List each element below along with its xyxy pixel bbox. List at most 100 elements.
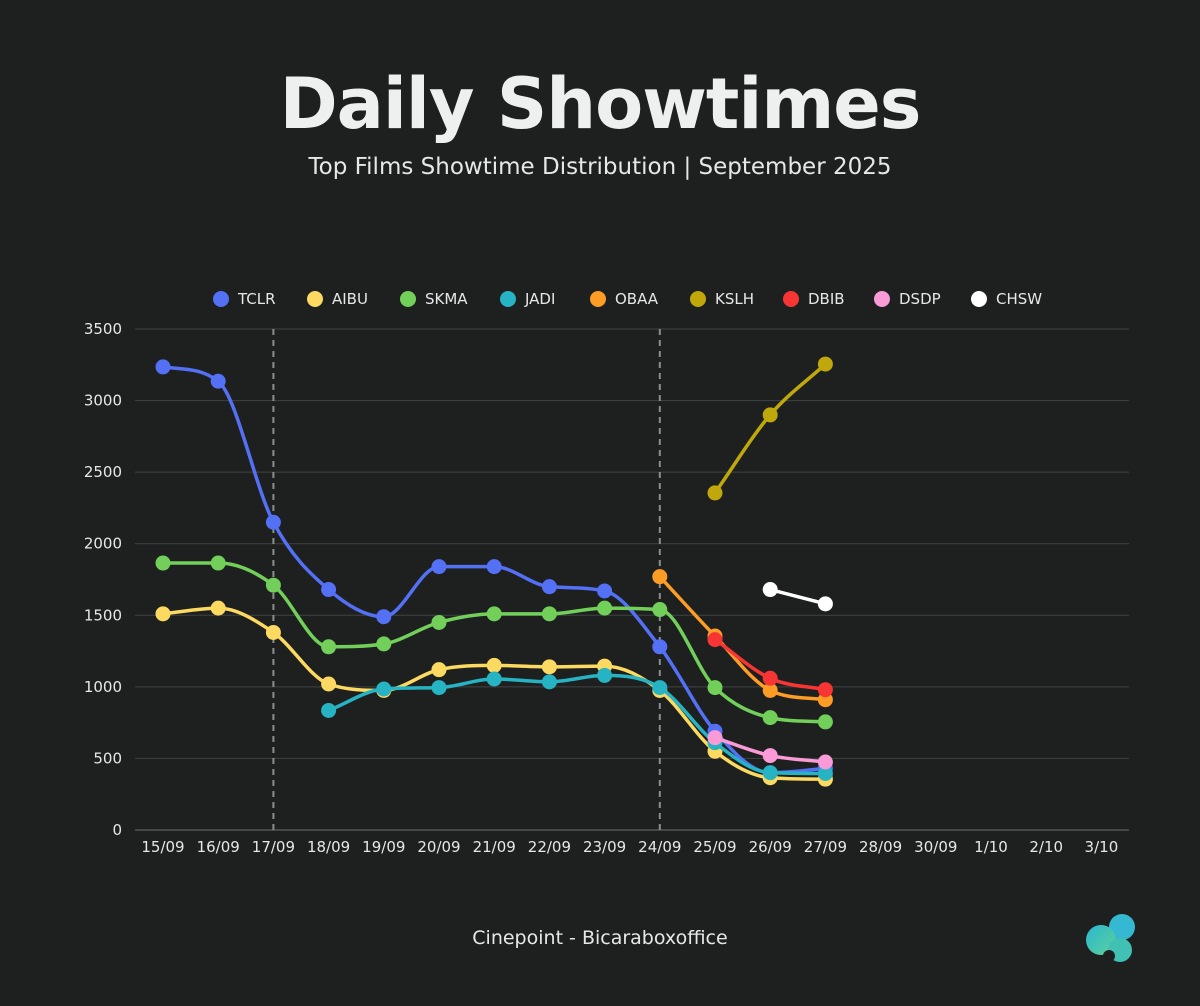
legend-label: AIBU xyxy=(332,290,368,308)
data-point-aibu xyxy=(431,662,447,678)
legend-item-obaa: OBAA xyxy=(590,287,658,311)
x-tick-label: 2/10 xyxy=(1029,838,1063,856)
legend-item-dsdp: DSDP xyxy=(874,287,941,311)
data-point-jadi xyxy=(817,765,833,781)
data-point-skma xyxy=(155,555,171,571)
data-point-aibu xyxy=(155,606,171,622)
data-point-jadi xyxy=(376,681,392,697)
series-line-skma xyxy=(161,561,828,724)
data-point-tclr xyxy=(652,639,668,655)
legend-item-jadi: JADI xyxy=(500,287,555,311)
y-tick-label: 3500 xyxy=(84,320,122,338)
y-tick-label: 500 xyxy=(93,749,122,767)
legend-swatch xyxy=(971,291,987,307)
data-point-skma xyxy=(707,680,723,696)
legend-label: SKMA xyxy=(425,290,468,308)
y-tick-label: 2000 xyxy=(84,535,122,553)
data-point-obaa xyxy=(762,682,778,698)
data-point-tclr xyxy=(486,559,502,575)
legend-label: OBAA xyxy=(615,290,659,308)
data-point-jadi xyxy=(321,702,337,718)
legend-item-kslh: KSLH xyxy=(690,287,754,311)
legend-swatch xyxy=(874,291,890,307)
data-point-tclr xyxy=(210,373,226,389)
data-point-tclr xyxy=(265,514,281,530)
chart-subtitle: Top Films Showtime Distribution | Septem… xyxy=(308,154,892,180)
data-point-skma xyxy=(376,636,392,652)
chart-title: Daily Showtimes xyxy=(279,63,922,145)
data-point-skma xyxy=(486,606,502,622)
x-tick-label: 23/09 xyxy=(583,838,626,856)
legend-label: DBIB xyxy=(808,290,845,308)
data-point-skma xyxy=(265,577,281,593)
line-chart: 0 500 1000 1500 2000 2500 3000 3500 15/09 16/09 17… xyxy=(84,320,1129,856)
data-point-jadi xyxy=(431,680,447,696)
data-point-aibu xyxy=(321,676,337,692)
data-point-skma xyxy=(762,710,778,726)
legend-label: TCLR xyxy=(238,290,276,308)
data-point-skma xyxy=(597,600,613,616)
y-tick-label: 1000 xyxy=(84,678,122,696)
data-point-skma xyxy=(210,555,226,571)
legend-swatch xyxy=(307,291,323,307)
x-tick-label: 22/09 xyxy=(528,838,571,856)
chart-legend: TCLR AIBU SKMA JADI OBAA KSLH DBIB DSDP CHSW xyxy=(0,287,1200,311)
data-point-tclr xyxy=(321,582,337,598)
y-tick-label: 2500 xyxy=(84,463,122,481)
legend-swatch xyxy=(783,291,799,307)
legend-item-tclr: TCLR xyxy=(213,287,276,311)
data-point-dbib xyxy=(817,682,833,698)
legend-item-chsw: CHSW xyxy=(971,287,1042,311)
x-tick-label: 19/09 xyxy=(362,838,405,856)
data-point-tclr xyxy=(376,609,392,625)
data-point-skma xyxy=(541,606,557,622)
data-point-dsdp xyxy=(817,754,833,770)
x-tick-label: 28/09 xyxy=(859,838,902,856)
y-tick-label: 1500 xyxy=(84,606,122,624)
legend-swatch xyxy=(400,291,416,307)
data-point-aibu xyxy=(210,600,226,616)
data-point-jadi xyxy=(652,680,668,696)
data-point-dsdp xyxy=(762,748,778,764)
data-point-tclr xyxy=(597,583,613,599)
x-tick-label: 15/09 xyxy=(141,838,184,856)
series-line-obaa xyxy=(658,574,828,702)
data-point-kslh xyxy=(707,485,723,501)
series-line-chsw xyxy=(768,587,828,606)
legend-label: DSDP xyxy=(899,290,941,308)
cloud-logo-icon xyxy=(1086,914,1135,962)
legend-label: JADI xyxy=(525,290,556,308)
data-point-dbib xyxy=(762,670,778,686)
data-point-dsdp xyxy=(707,730,723,746)
data-point-aibu xyxy=(541,659,557,675)
x-tick-label: 25/09 xyxy=(693,838,736,856)
x-tick-label: 30/09 xyxy=(914,838,957,856)
data-point-skma xyxy=(321,639,337,655)
x-tick-label: 1/10 xyxy=(974,838,1008,856)
y-tick-label: 3000 xyxy=(84,392,122,410)
series-line-kslh xyxy=(713,362,828,495)
legend-label: KSLH xyxy=(715,290,754,308)
x-tick-label: 21/09 xyxy=(473,838,516,856)
x-tick-label: 27/09 xyxy=(804,838,847,856)
x-tick-label: 20/09 xyxy=(417,838,460,856)
x-tick-label: 17/09 xyxy=(252,838,295,856)
data-point-aibu xyxy=(486,657,502,673)
x-tick-label: 24/09 xyxy=(638,838,681,856)
x-tick-label: 3/10 xyxy=(1085,838,1119,856)
legend-swatch xyxy=(690,291,706,307)
legend-swatch xyxy=(213,291,229,307)
data-point-kslh xyxy=(817,356,833,372)
x-tick-label: 26/09 xyxy=(749,838,792,856)
legend-item-dbib: DBIB xyxy=(783,287,845,311)
data-point-dbib xyxy=(707,632,723,648)
series-line-jadi xyxy=(326,673,828,776)
data-point-skma xyxy=(652,602,668,618)
data-point-obaa xyxy=(652,569,668,585)
legend-swatch xyxy=(500,291,516,307)
source-credit: Cinepoint - Bicaraboxoffice xyxy=(472,927,728,949)
data-point-kslh xyxy=(762,407,778,423)
data-point-jadi xyxy=(541,674,557,690)
data-point-skma xyxy=(817,714,833,730)
data-point-skma xyxy=(431,614,447,630)
